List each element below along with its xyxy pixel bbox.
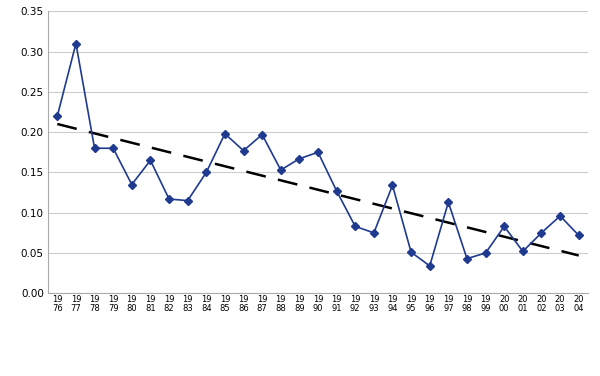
Number of derailments and collisions involving SBB trains [per million train kilometres] (147, 158, 154, 162)
Trend (519, 239, 526, 244)
Trend (407, 211, 415, 215)
Number of derailments and collisions involving SBB trains [per million train kilometres] (463, 256, 470, 261)
Number of derailments and collisions involving SBB trains [per million train kilometres] (538, 230, 545, 235)
Number of derailments and collisions involving SBB trains [per million train kilometres] (184, 199, 191, 203)
Number of derailments and collisions involving SBB trains [per million train kilometres] (445, 200, 452, 205)
Number of derailments and collisions involving SBB trains [per million train kilometres] (91, 146, 98, 150)
Number of derailments and collisions involving SBB trains [per million train kilometres] (277, 168, 284, 172)
Trend (147, 145, 154, 150)
Trend (166, 150, 173, 155)
Number of derailments and collisions involving SBB trains [per million train kilometres] (166, 197, 173, 201)
Trend (575, 253, 582, 258)
Trend (500, 235, 508, 239)
Number of derailments and collisions involving SBB trains [per million train kilometres] (556, 214, 563, 218)
Trend (370, 202, 377, 206)
Number of derailments and collisions involving SBB trains [per million train kilometres] (54, 114, 61, 118)
Number of derailments and collisions involving SBB trains [per million train kilometres] (333, 189, 340, 193)
Trend (463, 225, 470, 230)
Number of derailments and collisions involving SBB trains [per million train kilometres] (370, 230, 377, 235)
Number of derailments and collisions involving SBB trains [per million train kilometres] (259, 132, 266, 137)
Number of derailments and collisions involving SBB trains [per million train kilometres] (519, 249, 526, 254)
Number of derailments and collisions involving SBB trains [per million train kilometres] (314, 150, 322, 155)
Trend (389, 206, 396, 211)
Number of derailments and collisions involving SBB trains [per million train kilometres] (482, 251, 489, 255)
Trend (333, 192, 340, 197)
Trend (352, 197, 359, 202)
Trend (296, 183, 303, 187)
Line: Trend: Trend (58, 124, 578, 255)
Trend (259, 173, 266, 178)
Trend (110, 136, 117, 140)
Number of derailments and collisions involving SBB trains [per million train kilometres] (203, 170, 210, 175)
Number of derailments and collisions involving SBB trains [per million train kilometres] (389, 183, 396, 188)
Number of derailments and collisions involving SBB trains [per million train kilometres] (575, 233, 582, 238)
Trend (314, 188, 322, 192)
Trend (482, 230, 489, 234)
Trend (54, 122, 61, 126)
Number of derailments and collisions involving SBB trains [per million train kilometres] (296, 156, 303, 161)
Number of derailments and collisions involving SBB trains [per million train kilometres] (73, 41, 80, 46)
Number of derailments and collisions involving SBB trains [per million train kilometres] (352, 224, 359, 229)
Trend (73, 126, 80, 131)
Trend (184, 155, 191, 159)
Line: Number of derailments and collisions involving SBB trains [per million train kilometres]: Number of derailments and collisions inv… (55, 41, 581, 269)
Number of derailments and collisions involving SBB trains [per million train kilometres] (110, 146, 117, 150)
Number of derailments and collisions involving SBB trains [per million train kilometres] (407, 250, 415, 255)
Trend (240, 169, 247, 173)
Number of derailments and collisions involving SBB trains [per million train kilometres] (240, 149, 247, 153)
Trend (538, 244, 545, 248)
Trend (426, 216, 433, 220)
Trend (91, 131, 98, 136)
Number of derailments and collisions involving SBB trains [per million train kilometres] (128, 182, 136, 187)
Trend (445, 220, 452, 225)
Number of derailments and collisions involving SBB trains [per million train kilometres] (500, 224, 508, 229)
Number of derailments and collisions involving SBB trains [per million train kilometres] (221, 132, 229, 136)
Trend (128, 141, 136, 145)
Trend (203, 159, 210, 164)
Trend (221, 164, 229, 168)
Number of derailments and collisions involving SBB trains [per million train kilometres] (426, 264, 433, 268)
Trend (556, 249, 563, 253)
Trend (277, 178, 284, 183)
